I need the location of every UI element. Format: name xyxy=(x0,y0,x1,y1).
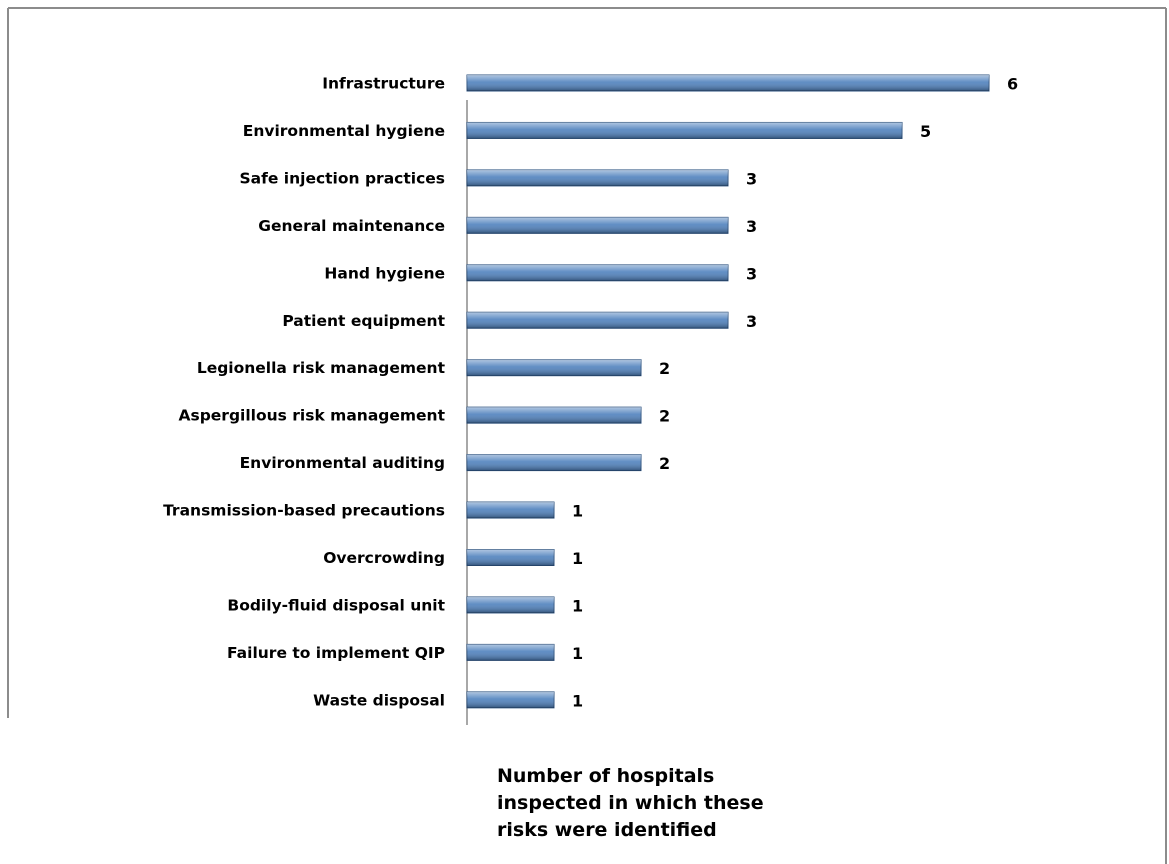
category-label: Waste disposal xyxy=(313,691,445,709)
category-label: Safe injection practices xyxy=(240,169,445,187)
value-label: 2 xyxy=(659,359,670,378)
category-label: Environmental hygiene xyxy=(243,122,445,140)
bar-shine xyxy=(467,169,728,186)
bar-shine xyxy=(467,502,554,519)
category-label: Transmission-based precautions xyxy=(163,502,445,520)
value-label: 3 xyxy=(746,264,757,283)
value-label: 3 xyxy=(746,169,757,188)
value-label: 2 xyxy=(659,407,670,426)
value-label: 2 xyxy=(659,454,670,473)
value-label: 1 xyxy=(572,691,583,710)
category-label: Failure to implement QIP xyxy=(227,644,445,662)
bar-shine xyxy=(467,596,554,613)
bar-shine xyxy=(467,264,728,281)
category-label: Patient equipment xyxy=(282,312,445,330)
value-label: 3 xyxy=(746,217,757,236)
value-label: 1 xyxy=(572,549,583,568)
bar-shine xyxy=(467,454,641,471)
bar-shine xyxy=(467,75,989,91)
bar-shine xyxy=(467,122,902,139)
bar-shine xyxy=(467,691,554,708)
category-label: Bodily-fluid disposal unit xyxy=(227,596,445,614)
category-label: Overcrowding xyxy=(323,549,445,567)
bar-shine xyxy=(467,644,554,661)
category-label: Infrastructure xyxy=(322,75,445,93)
value-label: 3 xyxy=(746,312,757,331)
bar-shine xyxy=(467,549,554,566)
value-label: 5 xyxy=(920,122,931,141)
category-label: Legionella risk management xyxy=(197,359,446,377)
value-label: 6 xyxy=(1007,75,1018,94)
x-axis-label: Number of hospitals inspected in which t… xyxy=(497,765,764,841)
value-label: 1 xyxy=(572,644,583,663)
category-label: Environmental auditing xyxy=(240,454,445,472)
bar-shine xyxy=(467,312,728,329)
value-label: 1 xyxy=(572,502,583,521)
category-label: Aspergillous risk management xyxy=(178,407,445,425)
value-label: 1 xyxy=(572,596,583,615)
bar-shine xyxy=(467,359,641,376)
category-label: Hand hygiene xyxy=(324,264,445,282)
bar-shine xyxy=(467,407,641,424)
bar-shine xyxy=(467,217,728,234)
category-label: General maintenance xyxy=(258,217,445,235)
